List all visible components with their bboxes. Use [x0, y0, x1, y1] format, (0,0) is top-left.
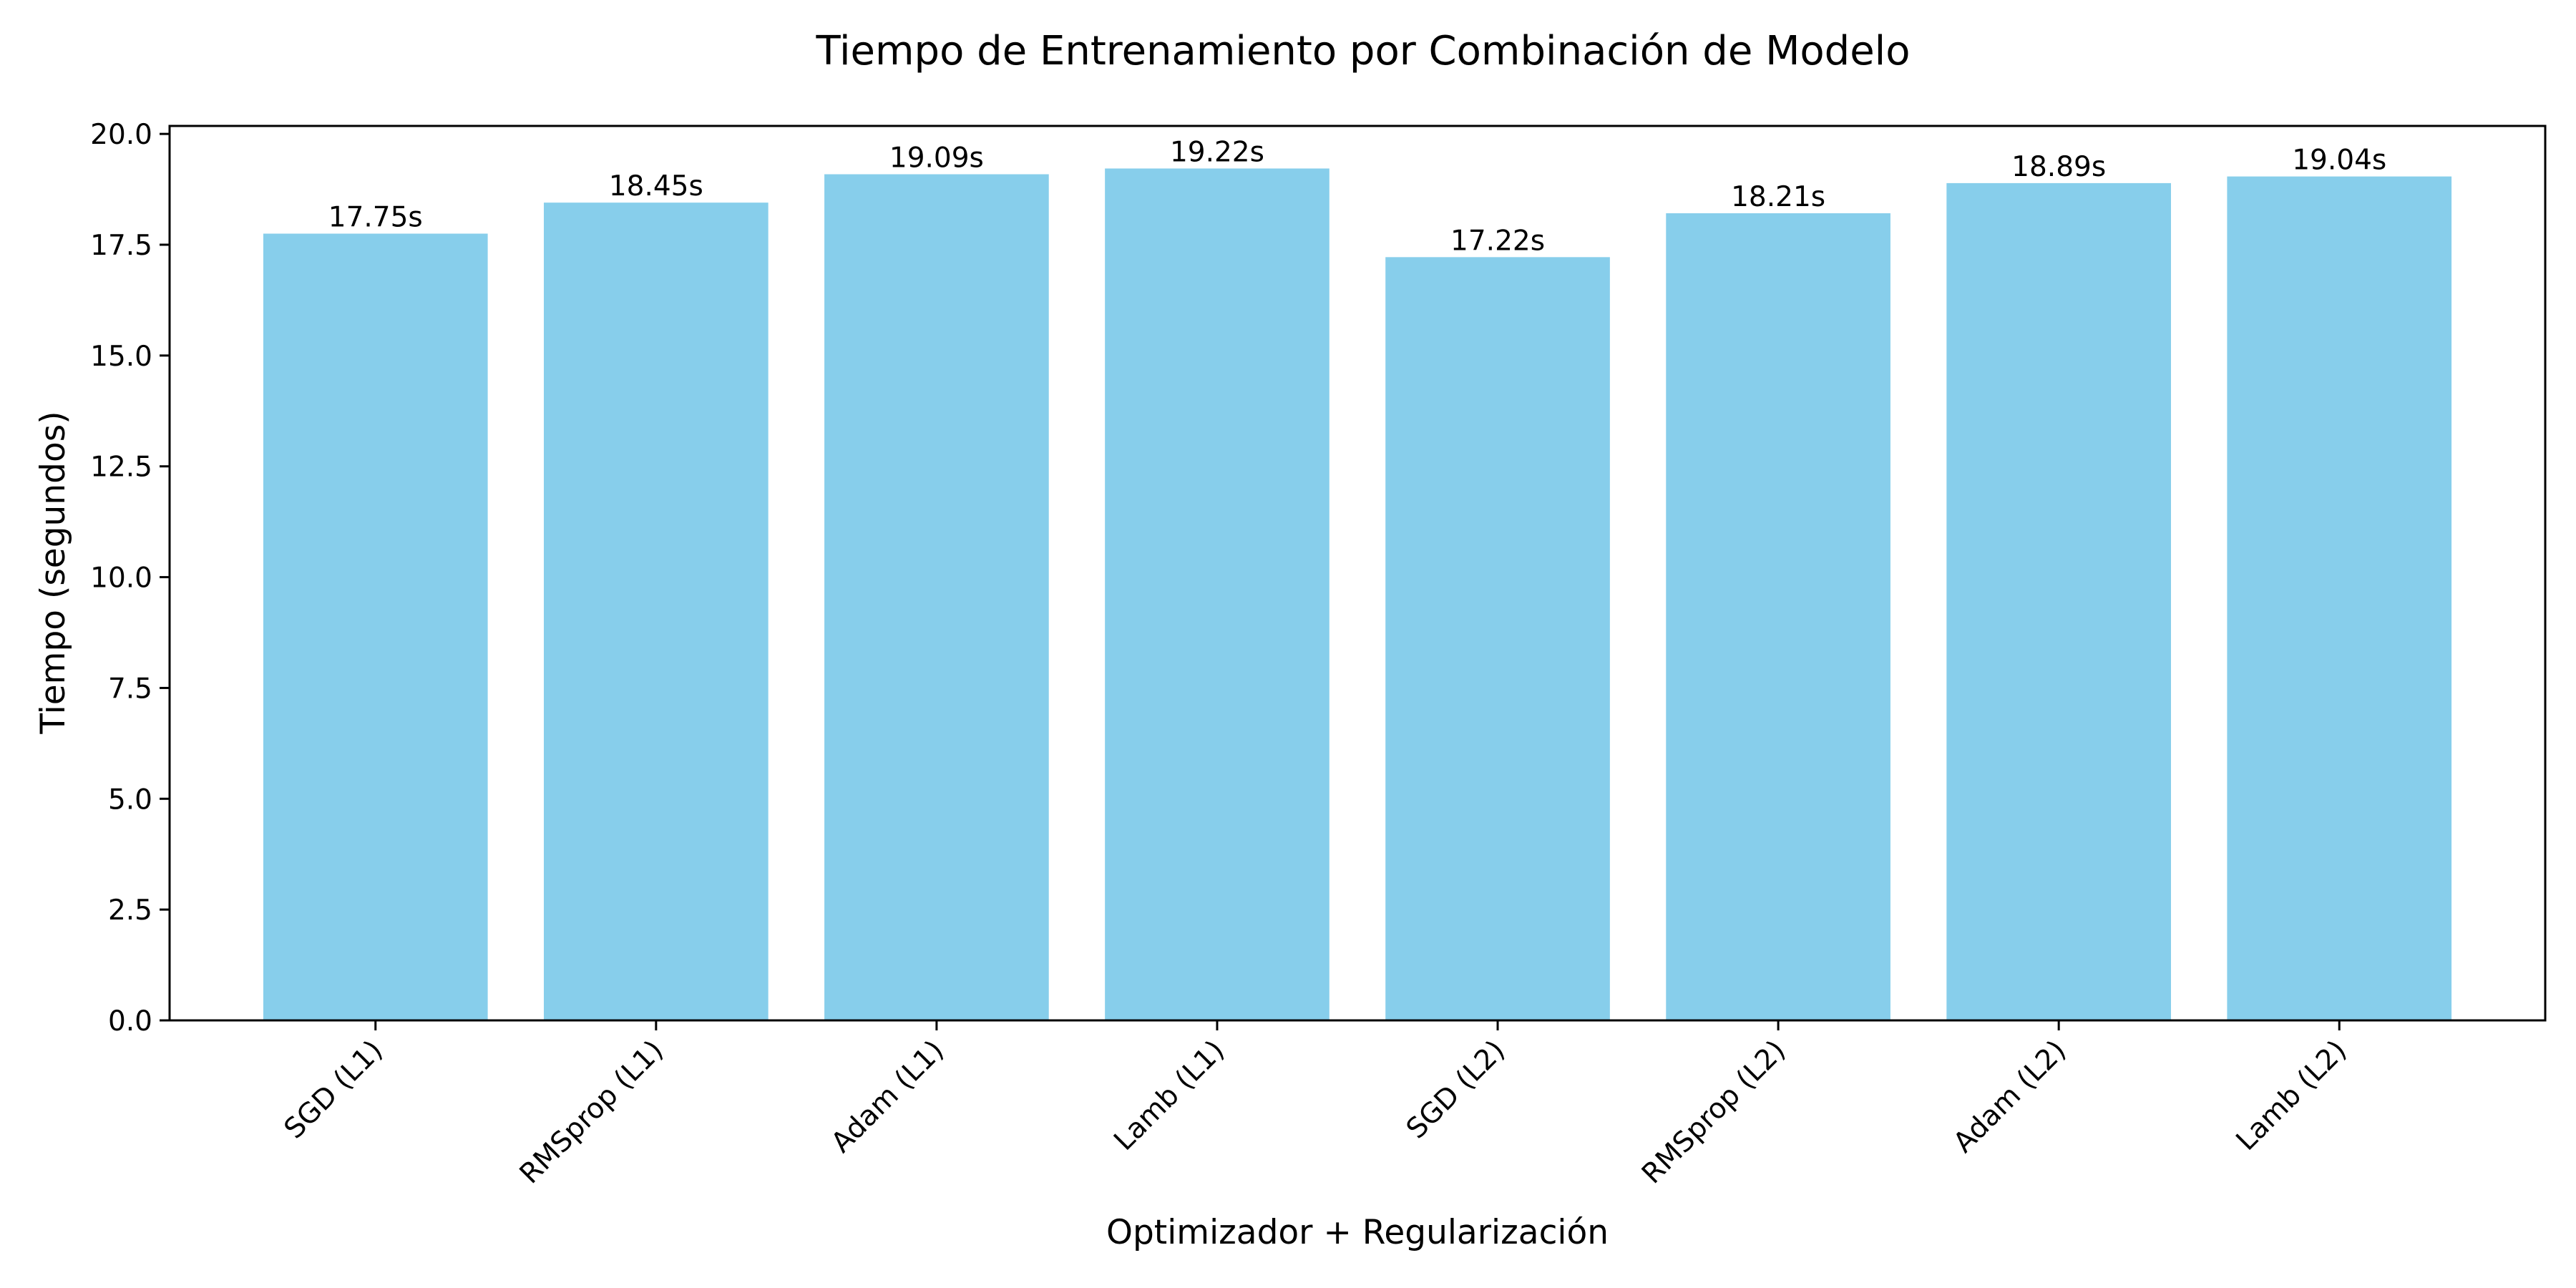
bar-3 — [1105, 168, 1330, 1020]
data-label-7: 19.04s — [2292, 145, 2386, 177]
bar-2 — [824, 174, 1049, 1021]
data-labels-group: 17.75s 18.45s 19.09s 19.22s 17.22s 18.21s 18.8… — [328, 136, 2386, 257]
data-label-4: 17.22s — [1450, 225, 1545, 257]
data-label-5: 18.21s — [1731, 181, 1825, 213]
bar-6 — [1946, 182, 2171, 1020]
y-tick-label-1: 2.5 — [108, 894, 152, 927]
plot-frame — [168, 125, 2547, 1022]
data-label-6: 18.89s — [2011, 151, 2106, 183]
data-label-3: 19.22s — [1170, 136, 1264, 168]
bar-1 — [544, 203, 769, 1021]
chart-title: Tiempo de Entrenamiento por Combinación … — [816, 28, 1911, 74]
y-tick-label-5: 12.5 — [90, 452, 152, 484]
x-tick-label-2: Adam (L1) — [825, 1034, 950, 1159]
bar-4 — [1385, 257, 1610, 1020]
x-tick-label-6: Adam (L2) — [1948, 1034, 2073, 1159]
x-axis-label: Optimizador + Regularización — [1106, 1213, 1609, 1252]
x-tick-label-5: RMSprop (L2) — [1636, 1034, 1792, 1190]
bar-7 — [2227, 176, 2452, 1020]
data-label-0: 17.75s — [328, 202, 423, 234]
y-axis-label: Tiempo (segundos) — [34, 411, 73, 734]
y-tick-label-0: 0.0 — [108, 1005, 152, 1038]
y-tick-label-2: 5.0 — [108, 784, 152, 816]
x-tick-label-3: Lamb (L1) — [1108, 1034, 1231, 1157]
y-tick-label-8: 20.0 — [90, 119, 152, 151]
data-label-1: 18.45s — [609, 170, 703, 203]
bars-group — [263, 168, 2452, 1021]
y-tick-label-6: 15.0 — [90, 341, 152, 373]
x-tick-label-0: SGD (L1) — [278, 1034, 389, 1145]
x-tick-label-1: RMSprop (L1) — [514, 1034, 670, 1190]
y-tick-label-3: 7.5 — [108, 673, 152, 705]
data-label-2: 19.09s — [889, 142, 984, 175]
x-axis: SGD (L1) RMSprop (L1) Adam (L1) Lamb (L1) SG… — [278, 1020, 2353, 1190]
x-tick-label-7: Lamb (L2) — [2230, 1034, 2353, 1157]
bar-5 — [1666, 213, 1890, 1021]
y-tick-label-4: 10.0 — [90, 562, 152, 595]
y-axis: 0.0 2.5 5.0 7.5 10.0 12.5 15.0 17.5 20.0 — [90, 119, 170, 1038]
x-tick-label-4: SGD (L2) — [1400, 1034, 1511, 1145]
y-tick-label-7: 17.5 — [90, 230, 152, 262]
bar-0 — [263, 233, 488, 1021]
